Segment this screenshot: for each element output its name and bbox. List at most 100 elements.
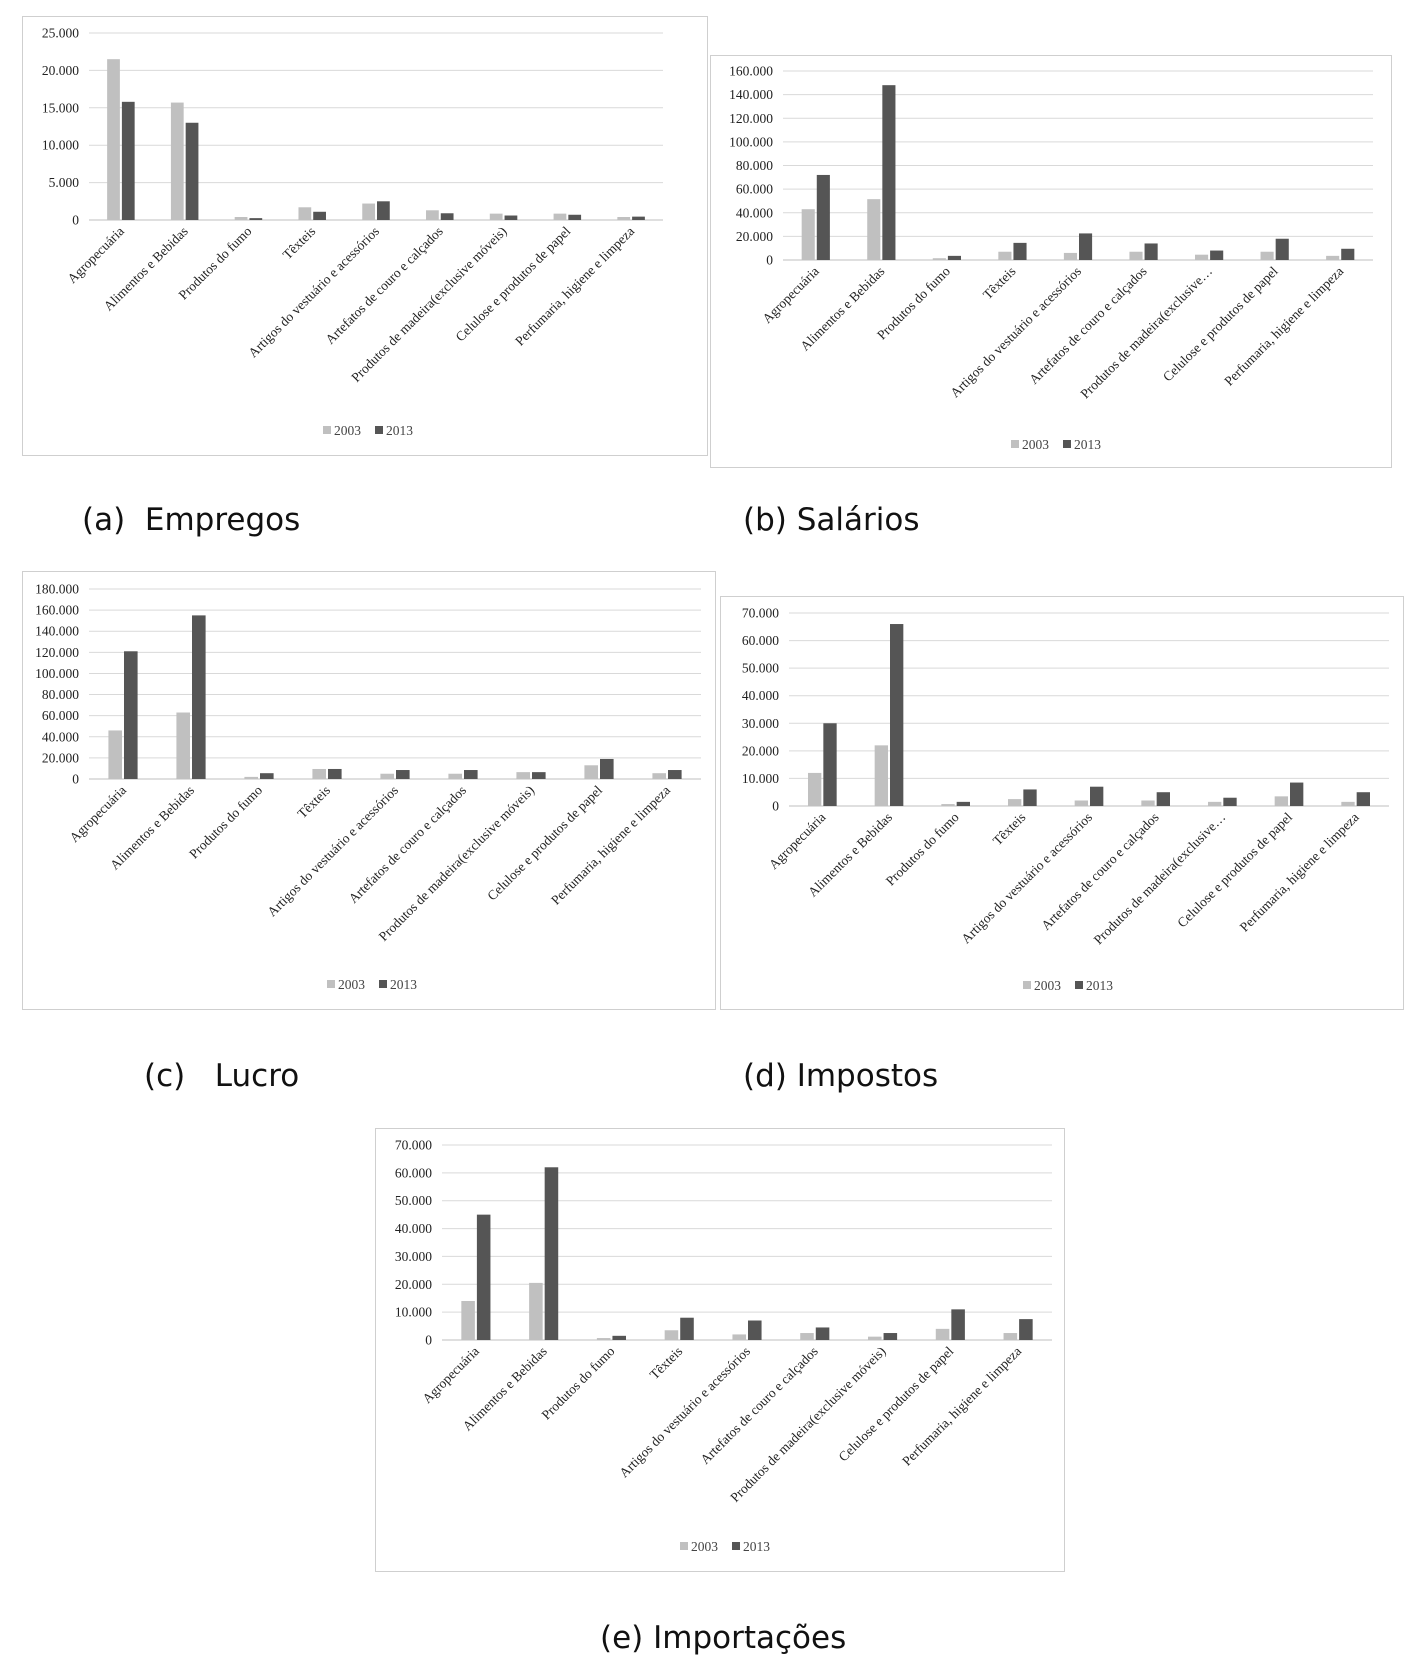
- bar-2013-9: [1341, 248, 1355, 260]
- x-tick-label: Perfumaria, higiene e limpeza: [899, 1344, 1024, 1469]
- x-tick-label: Celulose e produtos de papel: [836, 1343, 957, 1464]
- y-tick-label: 40.000: [395, 1221, 432, 1236]
- x-tick-label: Agropecuária: [759, 264, 822, 327]
- x-tick-label: Artefatos de couro e calçados: [1038, 810, 1162, 934]
- x-tick-label: Perfumaria, higiene e limpeza: [1237, 810, 1362, 935]
- x-tick-label: Produtos de madeira(exclusive…: [1077, 264, 1215, 402]
- y-tick-label: 140.000: [35, 624, 79, 639]
- bar-2003-8: [1274, 796, 1288, 806]
- bar-2013-8: [951, 1309, 965, 1340]
- bar-2013-4: [313, 211, 326, 220]
- y-tick-label: 160.000: [35, 603, 79, 618]
- bar-2003-1: [461, 1301, 475, 1340]
- y-tick-label: 25.000: [42, 26, 79, 41]
- y-tick-label: 15.000: [42, 100, 79, 115]
- bar-2003-2: [867, 199, 881, 260]
- x-tick-label: Artefatos de couro e calçados: [697, 1344, 821, 1468]
- y-tick-label: 40.000: [742, 688, 779, 703]
- x-tick-label: Agropecuária: [64, 224, 127, 287]
- bar-2013-9: [632, 216, 645, 220]
- bar-2013-5: [396, 770, 410, 779]
- y-tick-label: 60.000: [742, 633, 779, 648]
- bar-2003-8: [935, 1328, 950, 1340]
- bar-2013-6: [464, 770, 478, 779]
- bar-2013-9: [1019, 1319, 1033, 1340]
- bar-2013-2: [192, 615, 206, 779]
- y-tick-label: 70.000: [742, 606, 779, 621]
- y-tick-label: 120.000: [729, 111, 773, 126]
- y-tick-label: 10.000: [42, 138, 79, 153]
- legend-label-2013: 2013: [1086, 978, 1113, 993]
- x-tick-label: Artigos do vestuário e acessórios: [264, 783, 401, 920]
- y-tick-label: 40.000: [42, 729, 79, 744]
- bar-2013-9: [1356, 792, 1370, 806]
- y-tick-label: 80.000: [736, 158, 773, 173]
- legend-label-2013: 2013: [386, 423, 413, 438]
- x-tick-label: Têxteis: [294, 783, 333, 822]
- bar-2003-8: [553, 213, 567, 220]
- bar-2003-7: [516, 772, 530, 779]
- bar-2013-1: [121, 101, 135, 220]
- bar-2003-4: [998, 251, 1012, 260]
- y-tick-label: 50.000: [742, 661, 779, 676]
- y-tick-label: 10.000: [742, 771, 779, 786]
- y-tick-label: 10.000: [395, 1305, 432, 1320]
- y-tick-label: 140.000: [729, 87, 773, 102]
- bar-2003-3: [932, 258, 946, 260]
- bar-2003-6: [800, 1333, 814, 1340]
- y-tick-label: 20.000: [42, 750, 79, 765]
- bar-2013-4: [1023, 789, 1037, 806]
- chart-panel-impostos: 0 10.000 20.000 30.000 40.000 50.000 60.000 70.…: [720, 596, 1404, 1010]
- caption-lucro: (c) Lucro: [144, 1058, 300, 1094]
- bar-2003-4: [664, 1330, 679, 1340]
- bar-2003-5: [380, 773, 394, 779]
- caption-empregos: (a) Empregos: [82, 502, 301, 538]
- bar-2003-1: [801, 209, 815, 260]
- bar-2013-7: [1223, 797, 1237, 806]
- bar-2003-8: [1260, 251, 1274, 260]
- x-tick-label: Produtos do fumo: [883, 809, 962, 888]
- x-tick-label: Perfumaria, higiene e limpeza: [548, 783, 673, 908]
- y-tick-label: 20.000: [736, 229, 773, 244]
- bar-2013-4: [680, 1317, 694, 1340]
- x-tick-label: Artigos do vestuário e acessórios: [958, 810, 1095, 947]
- x-tick-label: Produtos do fumo: [186, 782, 265, 861]
- bar-2013-2: [882, 85, 896, 260]
- bar-2003-1: [808, 772, 822, 806]
- bar-2013-9: [668, 770, 682, 779]
- bar-2013-2: [544, 1167, 559, 1340]
- y-tick-label: 20.000: [742, 743, 779, 758]
- y-tick-label: 0: [72, 772, 79, 787]
- bar-2013-4: [1013, 242, 1027, 260]
- bar-2013-5: [748, 1320, 762, 1340]
- bar-2003-7: [1208, 801, 1222, 806]
- bar-2003-1: [107, 59, 120, 221]
- bar-2003-9: [1326, 255, 1340, 260]
- legend-swatch-2013: [379, 980, 387, 988]
- chart-panel-empregos: 0 5.000 10.000 15.000 20.000 25.000 Agropecuár…: [22, 16, 708, 456]
- x-tick-label: Artigos do vestuário e acessórios: [245, 224, 382, 361]
- bar-2003-7: [1195, 254, 1209, 260]
- x-tick-label: Perfumaria, higiene e limpeza: [512, 224, 637, 349]
- y-tick-label: 100.000: [35, 666, 79, 681]
- x-tick-label: Têxteis: [280, 224, 319, 263]
- bar-2013-3: [956, 801, 970, 806]
- bar-2003-6: [1129, 251, 1143, 260]
- x-tick-label: Produtos do fumo: [539, 1343, 618, 1422]
- y-tick-label: 30.000: [742, 716, 779, 731]
- y-tick-label: 20.000: [395, 1277, 432, 1292]
- bar-2013-6: [440, 213, 454, 220]
- chart-panel-salarios: 0 20.000 40.000 60.000 80.000 100.000 120.000 1…: [710, 55, 1392, 468]
- bar-2013-1: [476, 1214, 491, 1340]
- bar-2003-9: [652, 773, 666, 779]
- legend-label-2003: 2003: [338, 977, 365, 992]
- x-tick-label: Celulose e produtos de papel: [1174, 809, 1295, 930]
- y-tick-label: 20.000: [42, 63, 79, 78]
- chart-svg-impostos: 0 10.000 20.000 30.000 40.000 50.000 60.000 70.…: [742, 606, 1389, 993]
- bar-2003-5: [1063, 252, 1077, 260]
- bar-2013-1: [816, 174, 830, 260]
- x-tick-label: Artigos do vestuário e acessórios: [947, 264, 1084, 401]
- x-tick-label: Celulose e produtos de papel: [1160, 263, 1281, 384]
- bar-2013-8: [1290, 782, 1304, 806]
- bar-2003-2: [176, 712, 190, 779]
